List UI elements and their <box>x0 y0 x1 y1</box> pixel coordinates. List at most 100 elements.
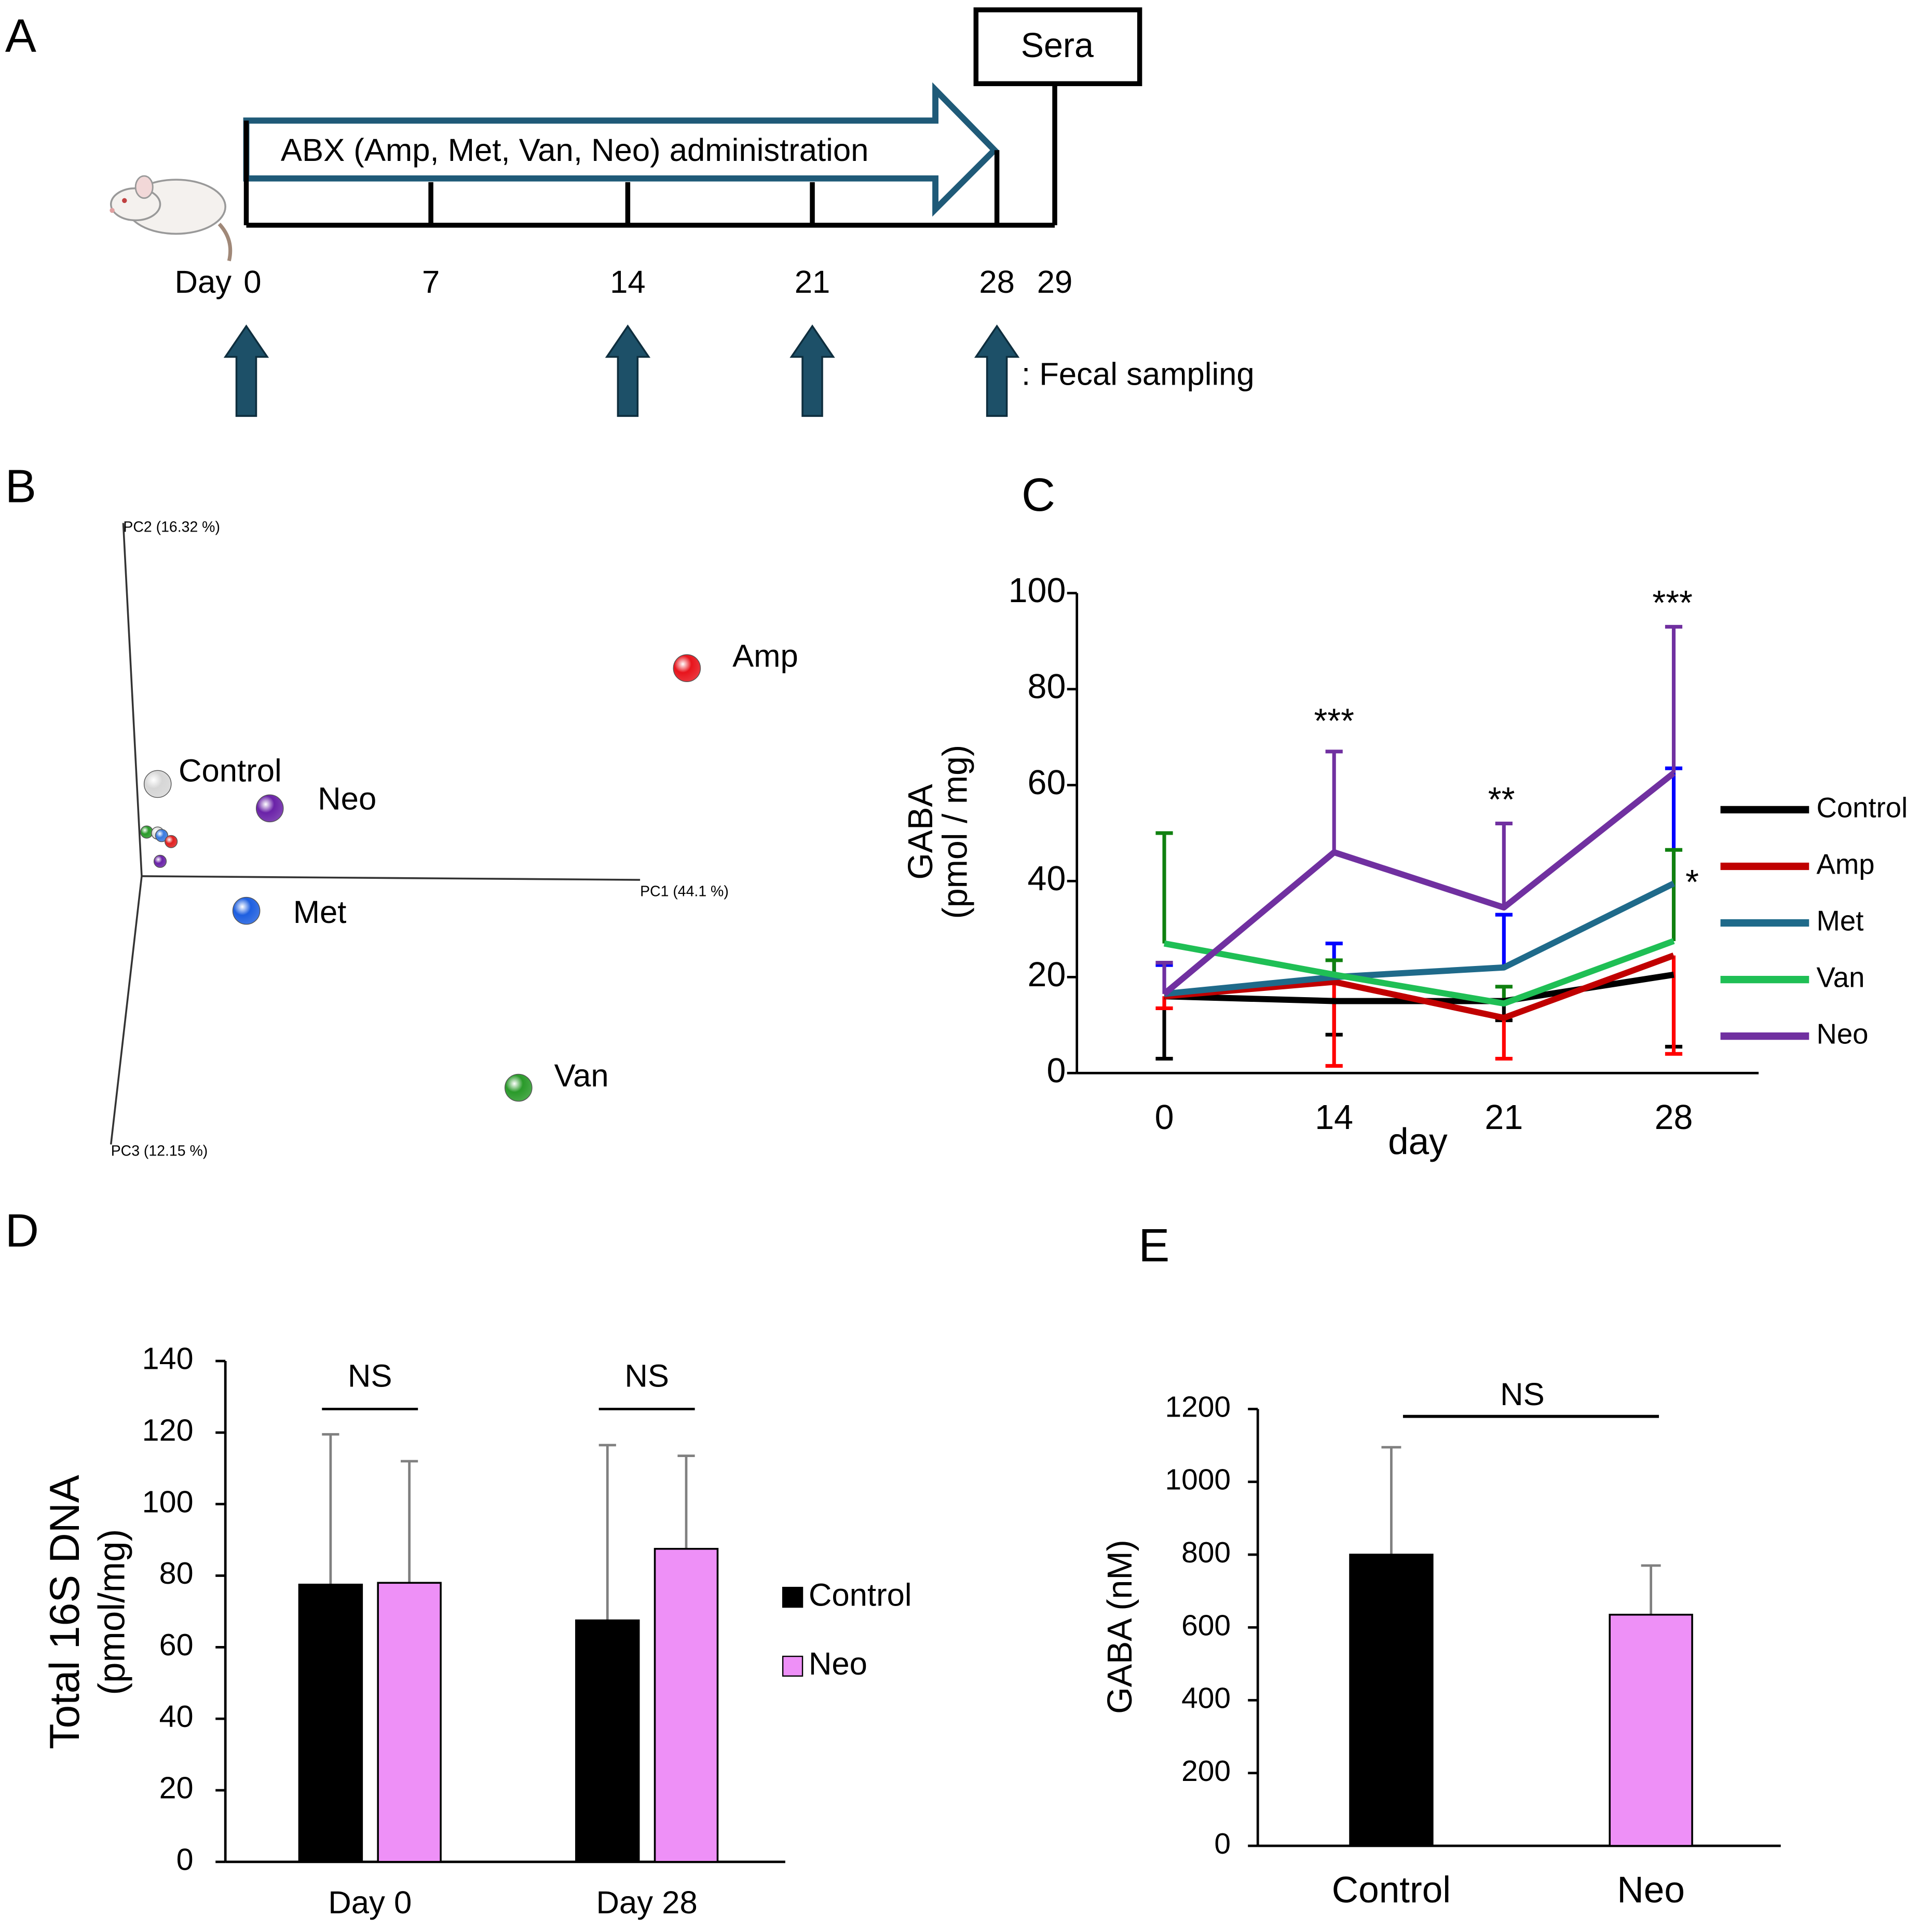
pc1-axis <box>141 875 641 881</box>
sampling-arrow <box>223 324 269 417</box>
axis-label: PC1 (44.1 %) <box>640 883 729 900</box>
sampling-arrow <box>974 324 1020 417</box>
series-line <box>1163 938 1675 1007</box>
legend-swatch <box>782 1587 804 1608</box>
significance: *** <box>1314 702 1354 741</box>
series-line <box>1164 953 1675 1021</box>
y-tick-label: 60 <box>1028 764 1066 802</box>
x-tick-label: 28 <box>1655 1098 1693 1137</box>
pca-point <box>673 654 701 682</box>
y-tick-label: 40 <box>159 1699 194 1734</box>
sampling-arrow <box>605 324 651 417</box>
day-label: 29 <box>1037 264 1073 300</box>
series-line <box>1162 770 1676 997</box>
legend-label: Neo <box>809 1646 867 1682</box>
y-tick-label: 60 <box>159 1627 194 1662</box>
panel-label: B <box>5 460 36 512</box>
panel-label: A <box>5 10 36 62</box>
x-axis-label: day <box>1388 1122 1448 1163</box>
pc2-axis <box>122 523 143 877</box>
pca-point <box>505 1073 533 1102</box>
day-label: 0 <box>243 264 261 300</box>
treatment-label: ABX (Amp, Met, Van, Neo) administration <box>281 132 869 168</box>
pca-point <box>255 794 284 823</box>
y-tick-label: 40 <box>1028 860 1066 898</box>
significance: * <box>1685 863 1699 902</box>
y-tick-label: 1200 <box>1165 1390 1231 1423</box>
pca-point <box>153 854 167 868</box>
day-label: 7 <box>422 264 440 300</box>
bar <box>1349 1554 1434 1847</box>
y-tick-label: 80 <box>159 1556 194 1590</box>
legend-label: Control <box>809 1577 912 1613</box>
day-title: Day <box>174 264 232 300</box>
pc3-axis <box>110 876 143 1145</box>
point-label: Neo <box>318 781 376 817</box>
legend-label: Amp <box>1817 848 1875 880</box>
significance: *** <box>1652 584 1692 622</box>
y-axis-label: (pmol / mg) <box>936 745 974 919</box>
x-tick-label: Control <box>1332 1870 1451 1911</box>
bar <box>298 1583 363 1863</box>
x-tick-label: 14 <box>1315 1098 1353 1137</box>
x-tick-label: Day 0 <box>328 1885 412 1921</box>
bar <box>1609 1613 1693 1847</box>
y-tick-label: 20 <box>1028 956 1066 994</box>
x-tick-label: Neo <box>1617 1870 1684 1911</box>
axis-label: PC3 (12.15 %) <box>111 1142 208 1159</box>
pca-point <box>165 835 178 848</box>
x-tick-label: 0 <box>1155 1098 1174 1137</box>
y-axis-label: GABA <box>902 784 940 880</box>
legend-label: Met <box>1817 905 1864 936</box>
y-tick-label: 600 <box>1181 1609 1231 1642</box>
sera-box <box>973 7 1142 86</box>
pca-point <box>155 829 168 842</box>
point-label: Met <box>293 894 347 930</box>
sera-label: Sera <box>1021 26 1094 65</box>
significance: NS <box>1500 1377 1545 1412</box>
axis-label: PC2 (16.32 %) <box>123 519 220 536</box>
pca-point <box>232 896 261 925</box>
panel-label: E <box>1138 1219 1169 1272</box>
legend-label: Van <box>1817 961 1865 993</box>
y-axis-label: (pmol/mg) <box>92 1529 133 1695</box>
day-label: 28 <box>979 264 1015 300</box>
y-tick-label: 80 <box>1028 668 1066 706</box>
legend-label: Neo <box>1817 1018 1869 1050</box>
y-tick-label: 120 <box>142 1412 194 1447</box>
sampling-legend: : Fecal sampling <box>1022 357 1255 392</box>
panel-label: C <box>1022 469 1055 521</box>
y-tick-label: 0 <box>176 1842 194 1877</box>
y-tick-label: 100 <box>142 1484 194 1519</box>
y-axis-label: Total 16S DNA <box>42 1475 88 1749</box>
y-tick-label: 0 <box>1046 1052 1066 1090</box>
pca-point <box>143 770 172 798</box>
legend-swatch <box>782 1655 804 1677</box>
sampling-arrow <box>789 324 835 417</box>
y-tick-label: 0 <box>1214 1827 1231 1860</box>
bar <box>377 1582 442 1863</box>
treatment-arrow <box>243 82 999 217</box>
y-tick-label: 1000 <box>1165 1463 1231 1496</box>
point-label: Control <box>179 753 282 788</box>
y-tick-label: 400 <box>1181 1682 1231 1715</box>
x-tick-label: 21 <box>1485 1098 1523 1137</box>
pca-point <box>140 825 154 839</box>
legend-label: Control <box>1817 792 1908 823</box>
significance: NS <box>624 1358 669 1394</box>
y-tick-label: 20 <box>159 1771 194 1805</box>
y-tick-label: 800 <box>1181 1536 1231 1569</box>
panel-label: D <box>5 1205 39 1257</box>
mouse-icon <box>110 175 233 262</box>
y-tick-label: 140 <box>142 1341 194 1376</box>
y-tick-label: 100 <box>1009 572 1066 610</box>
significance: NS <box>348 1358 392 1394</box>
day-label: 14 <box>610 264 646 300</box>
day-label: 21 <box>795 264 830 300</box>
y-tick-label: 200 <box>1181 1754 1231 1788</box>
bar <box>653 1548 719 1863</box>
y-axis-label: GABA (nM) <box>1101 1540 1139 1714</box>
x-tick-label: Day 28 <box>596 1885 698 1921</box>
